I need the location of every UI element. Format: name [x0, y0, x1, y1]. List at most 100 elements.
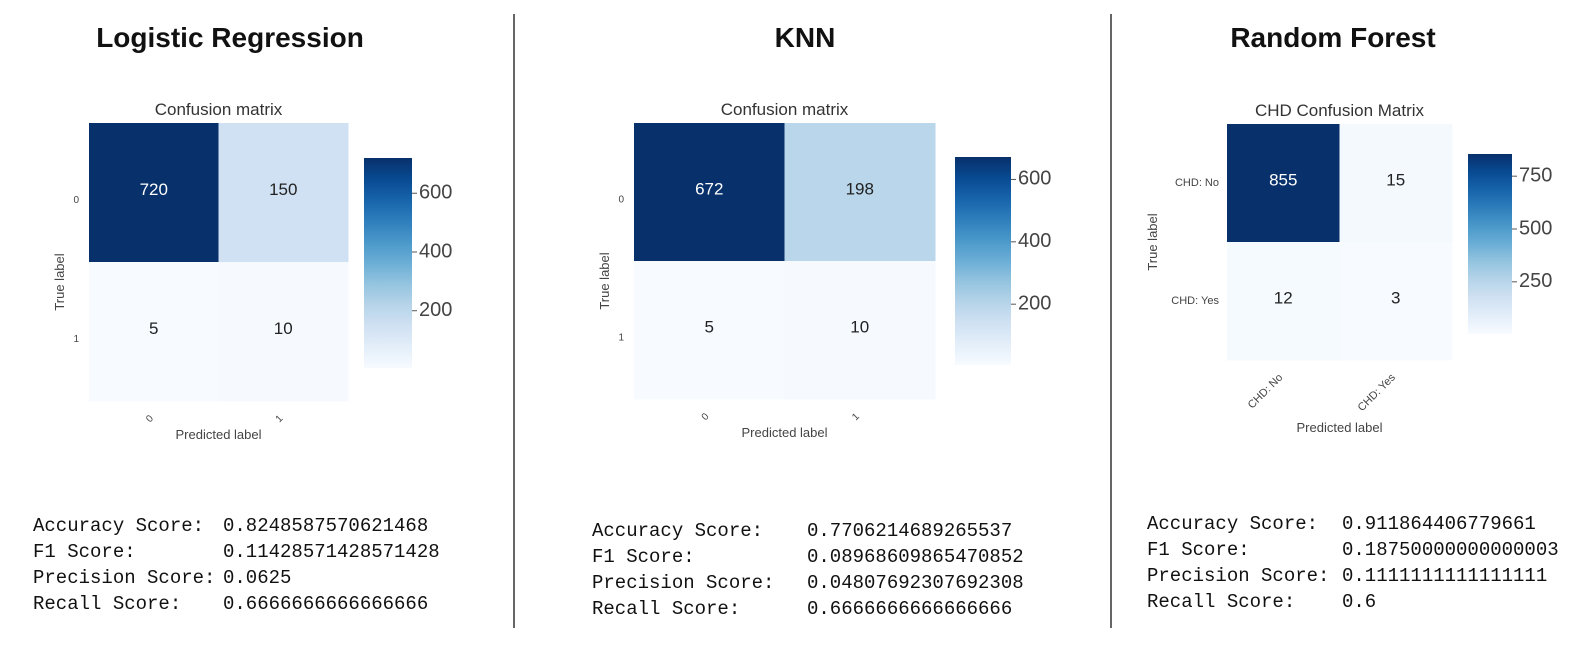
metric-row-recall: Recall Score: 0.6666666666666666 — [592, 596, 1024, 622]
metric-label: Precision Score: — [592, 572, 775, 594]
cell-value-label: 855 — [1269, 170, 1297, 189]
cell-value-label: 3 — [1391, 288, 1400, 307]
metrics-logistic-regression: Accuracy Score: 0.8248587570621468 F1 Sco… — [33, 513, 440, 617]
colorbar-tick-label: 750 — [1519, 164, 1552, 186]
heatmap-cell — [89, 262, 219, 402]
cell-value-label: 15 — [1386, 170, 1405, 189]
metric-row-precision: Precision Score: 0.04807692307692308 — [592, 570, 1024, 596]
y-axis-label: True label — [1145, 213, 1160, 270]
metric-row-accuracy: Accuracy Score: 0.8248587570621468 — [33, 513, 440, 539]
x-tick-label: 1 — [274, 413, 286, 425]
y-axis-label: True label — [52, 253, 67, 310]
metric-value: 0.6666666666666666 — [807, 598, 1013, 620]
cell-value-label: 150 — [269, 180, 297, 199]
metric-row-precision: Precision Score: 0.0625 — [33, 565, 440, 591]
colorbar — [1468, 154, 1512, 334]
cell-value-label: 12 — [1274, 288, 1293, 307]
metric-label: Accuracy Score: — [33, 515, 205, 537]
y-tick-label: 1 — [73, 334, 79, 345]
colorbar-tick-label: 500 — [1519, 217, 1552, 239]
metric-value: 0.7706214689265537 — [807, 520, 1013, 542]
chart-title: Confusion matrix — [155, 100, 283, 119]
heatmap-cell — [784, 261, 936, 400]
metric-label: F1 Score: — [33, 541, 136, 563]
y-axis-label: True label — [597, 252, 612, 309]
colorbar-tick-label: 400 — [419, 240, 452, 262]
cell-value-label: 10 — [850, 317, 869, 336]
cell-value-label: 5 — [149, 319, 158, 338]
heatmap-cell — [1339, 124, 1453, 243]
metric-label: F1 Score: — [1147, 539, 1250, 561]
heatmap-cell — [1339, 242, 1453, 361]
x-axis-label: Predicted label — [1297, 420, 1383, 435]
metric-value: 0.04807692307692308 — [807, 572, 1024, 594]
metric-label: Recall Score: — [592, 598, 741, 620]
metric-value: 0.0625 — [223, 567, 292, 589]
cell-value-label: 720 — [140, 180, 168, 199]
metric-label: Precision Score: — [1147, 565, 1330, 587]
heatmap-cell — [1227, 242, 1340, 361]
metric-row-recall: Recall Score: 0.6 — [1147, 589, 1559, 615]
metric-value: 0.6 — [1342, 591, 1377, 613]
metric-label: Precision Score: — [33, 567, 216, 589]
x-tick-label: 0 — [700, 411, 712, 423]
x-axis-label: Predicted label — [176, 427, 262, 442]
metric-label: Recall Score: — [1147, 591, 1296, 613]
cell-value-label: 5 — [705, 317, 714, 336]
chart-title: CHD Confusion Matrix — [1255, 101, 1425, 120]
metric-row-f1: F1 Score: 0.18750000000000003 — [1147, 537, 1559, 563]
metric-row-precision: Precision Score: 0.1111111111111111 — [1147, 563, 1559, 589]
chart-title: Confusion matrix — [721, 100, 849, 119]
colorbar — [364, 158, 412, 368]
metric-label: Accuracy Score: — [592, 520, 764, 542]
heatmap-cell — [218, 262, 349, 402]
metric-value: 0.911864406779661 — [1342, 513, 1536, 535]
metric-row-accuracy: Accuracy Score: 0.911864406779661 — [1147, 511, 1559, 537]
y-tick-label: CHD: Yes — [1171, 295, 1219, 307]
y-tick-label: 0 — [618, 195, 624, 206]
metric-label: F1 Score: — [592, 546, 695, 568]
metric-value: 0.6666666666666666 — [223, 593, 429, 615]
metrics-knn: Accuracy Score: 0.7706214689265537 F1 Sco… — [592, 518, 1024, 622]
cell-value-label: 672 — [695, 179, 723, 198]
x-tick-label: 1 — [850, 411, 862, 423]
x-tick-label: CHD: Yes — [1356, 371, 1399, 414]
heatmap-cell — [1227, 124, 1340, 243]
panel-title-random-forest: Random Forest — [1230, 22, 1436, 53]
cell-value-label: 10 — [274, 319, 293, 338]
colorbar-tick-label: 600 — [419, 182, 452, 204]
heatmap-cell — [218, 123, 349, 263]
cell-value-label: 198 — [846, 179, 874, 198]
metric-label: Accuracy Score: — [1147, 513, 1319, 535]
colorbar-tick-label: 400 — [1018, 230, 1051, 252]
panel-divider-1 — [513, 14, 515, 628]
metric-value: 0.08968609865470852 — [807, 546, 1024, 568]
metric-value: 0.8248587570621468 — [223, 515, 429, 537]
metric-row-f1: F1 Score: 0.11428571428571428 — [33, 539, 440, 565]
metric-row-recall: Recall Score: 0.6666666666666666 — [33, 591, 440, 617]
heatmap-cell — [634, 123, 785, 262]
metric-label: Recall Score: — [33, 593, 182, 615]
heatmap-cell — [89, 123, 219, 263]
heatmap-cell — [784, 123, 936, 262]
x-tick-label: CHD: No — [1246, 372, 1286, 412]
y-tick-label: CHD: No — [1175, 177, 1219, 189]
metric-value: 0.1111111111111111 — [1342, 565, 1548, 587]
metric-value: 0.18750000000000003 — [1342, 539, 1559, 561]
colorbar-tick-label: 250 — [1519, 270, 1552, 292]
panel-divider-2 — [1110, 14, 1112, 628]
panel-title-logistic-regression: Logistic Regression — [96, 22, 364, 53]
colorbar — [955, 157, 1011, 365]
metrics-random-forest: Accuracy Score: 0.911864406779661 F1 Scor… — [1147, 511, 1559, 615]
y-tick-label: 0 — [73, 195, 79, 206]
panel-title-knn: KNN — [774, 22, 836, 53]
metric-row-f1: F1 Score: 0.08968609865470852 — [592, 544, 1024, 570]
colorbar-tick-label: 600 — [1018, 168, 1051, 190]
colorbar-tick-label: 200 — [1018, 292, 1051, 314]
x-axis-label: Predicted label — [742, 425, 828, 440]
heatmap-cell — [634, 261, 785, 400]
metric-value: 0.11428571428571428 — [223, 541, 440, 563]
y-tick-label: 1 — [618, 333, 624, 344]
x-tick-label: 0 — [144, 413, 156, 425]
